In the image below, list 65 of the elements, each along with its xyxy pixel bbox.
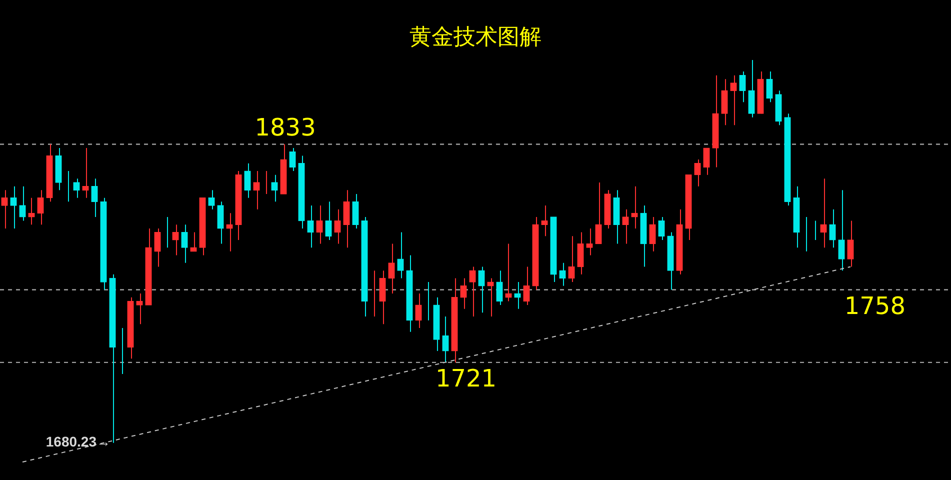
- candlestick: [694, 159, 701, 187]
- candlestick: [595, 182, 602, 244]
- candlestick: [289, 148, 296, 172]
- candlestick: [739, 70, 746, 103]
- candlestick: [505, 243, 512, 302]
- candlestick: [172, 224, 179, 256]
- candlestick: [226, 212, 233, 252]
- candlestick: [568, 236, 575, 283]
- candlestick: [460, 278, 467, 310]
- candlestick: [19, 186, 26, 222]
- candlestick: [334, 208, 341, 244]
- candlestick: [622, 208, 629, 244]
- candlestick: [415, 293, 422, 328]
- candlestick: [820, 178, 827, 248]
- candlestick: [730, 74, 737, 126]
- candlestick: [559, 262, 566, 286]
- candlestick: [82, 148, 89, 198]
- candlestick: [523, 266, 530, 306]
- candlestick: [307, 204, 314, 248]
- candlestick: [469, 266, 476, 318]
- chart-title: 黄金技术图解: [408, 24, 542, 52]
- candlestick: [343, 190, 350, 248]
- candlestick: [91, 178, 98, 218]
- candlestick: [181, 224, 188, 264]
- candlestick: [442, 316, 449, 363]
- candlestick: [748, 60, 755, 118]
- candlestick: [136, 293, 143, 325]
- candlestick: [397, 232, 404, 279]
- candlestick: [658, 216, 665, 240]
- candlestick: [271, 174, 278, 202]
- candlestick: [190, 232, 197, 252]
- candlestick: [631, 186, 638, 229]
- annotation: 1721: [435, 364, 497, 393]
- candlestick: [154, 228, 161, 268]
- candlestick: [28, 197, 35, 226]
- candlestick: [577, 232, 584, 275]
- candlestick: [586, 228, 593, 256]
- candlestick: [208, 190, 215, 210]
- candlestick: [325, 201, 332, 240]
- candlestick: [1, 190, 8, 229]
- candlestick: [244, 162, 251, 198]
- candlestick: [829, 208, 836, 248]
- candlestick: [73, 178, 80, 198]
- candlestick: [352, 194, 359, 229]
- candlestick: [10, 186, 17, 229]
- candlestick: [514, 282, 521, 310]
- candlestick: [721, 78, 728, 126]
- candlestick: [703, 148, 710, 176]
- candlestick: [316, 204, 323, 244]
- candlestick: [496, 270, 503, 306]
- candlestick: [766, 70, 773, 103]
- annotation: 1680.23→: [46, 434, 110, 450]
- candlestick: [847, 220, 854, 268]
- candlestick: [541, 204, 548, 237]
- candlestick: [487, 278, 494, 318]
- candlestick: [838, 190, 845, 272]
- candlestick: [388, 243, 395, 294]
- annotation: 1833: [254, 113, 316, 142]
- annotation: 1758: [844, 292, 906, 320]
- candlestick: [37, 190, 44, 226]
- candlestick: [379, 270, 386, 325]
- candlestick: [478, 266, 485, 314]
- candlestick: [253, 170, 260, 210]
- candlestick: [217, 201, 224, 244]
- candlestick: [649, 216, 656, 252]
